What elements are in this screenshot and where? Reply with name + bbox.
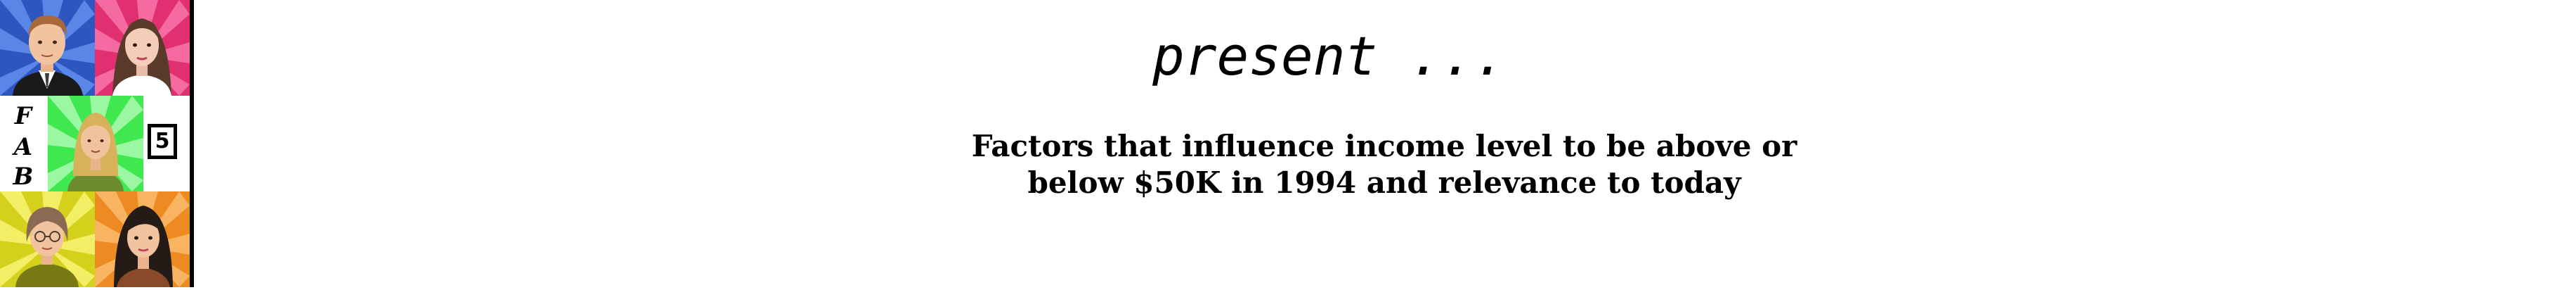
logo-letter-b: B (13, 163, 34, 191)
logo-letter-a: A (13, 133, 33, 161)
glasses-woman-avatar-icon (15, 207, 79, 287)
logo-divider (190, 0, 194, 287)
man-avatar-icon (13, 15, 83, 96)
slide-subtitle: Factors that influence income level to b… (745, 128, 2024, 201)
woman-avatar-icon (112, 18, 171, 96)
logo-number-badge: 5 (148, 124, 177, 159)
dark-haired-woman-avatar-icon (114, 206, 173, 287)
present-heading: present ... (1152, 25, 1507, 87)
subtitle-line-1: Factors that influence income level to b… (971, 129, 1797, 163)
logo-letter-f: F (14, 102, 32, 130)
team-logo: F A B 5 (0, 0, 190, 287)
subtitle-line-2: below $50K in 1994 and relevance to toda… (1027, 165, 1741, 200)
logo-graphic (0, 0, 190, 287)
blonde-woman-avatar-icon (67, 113, 124, 191)
